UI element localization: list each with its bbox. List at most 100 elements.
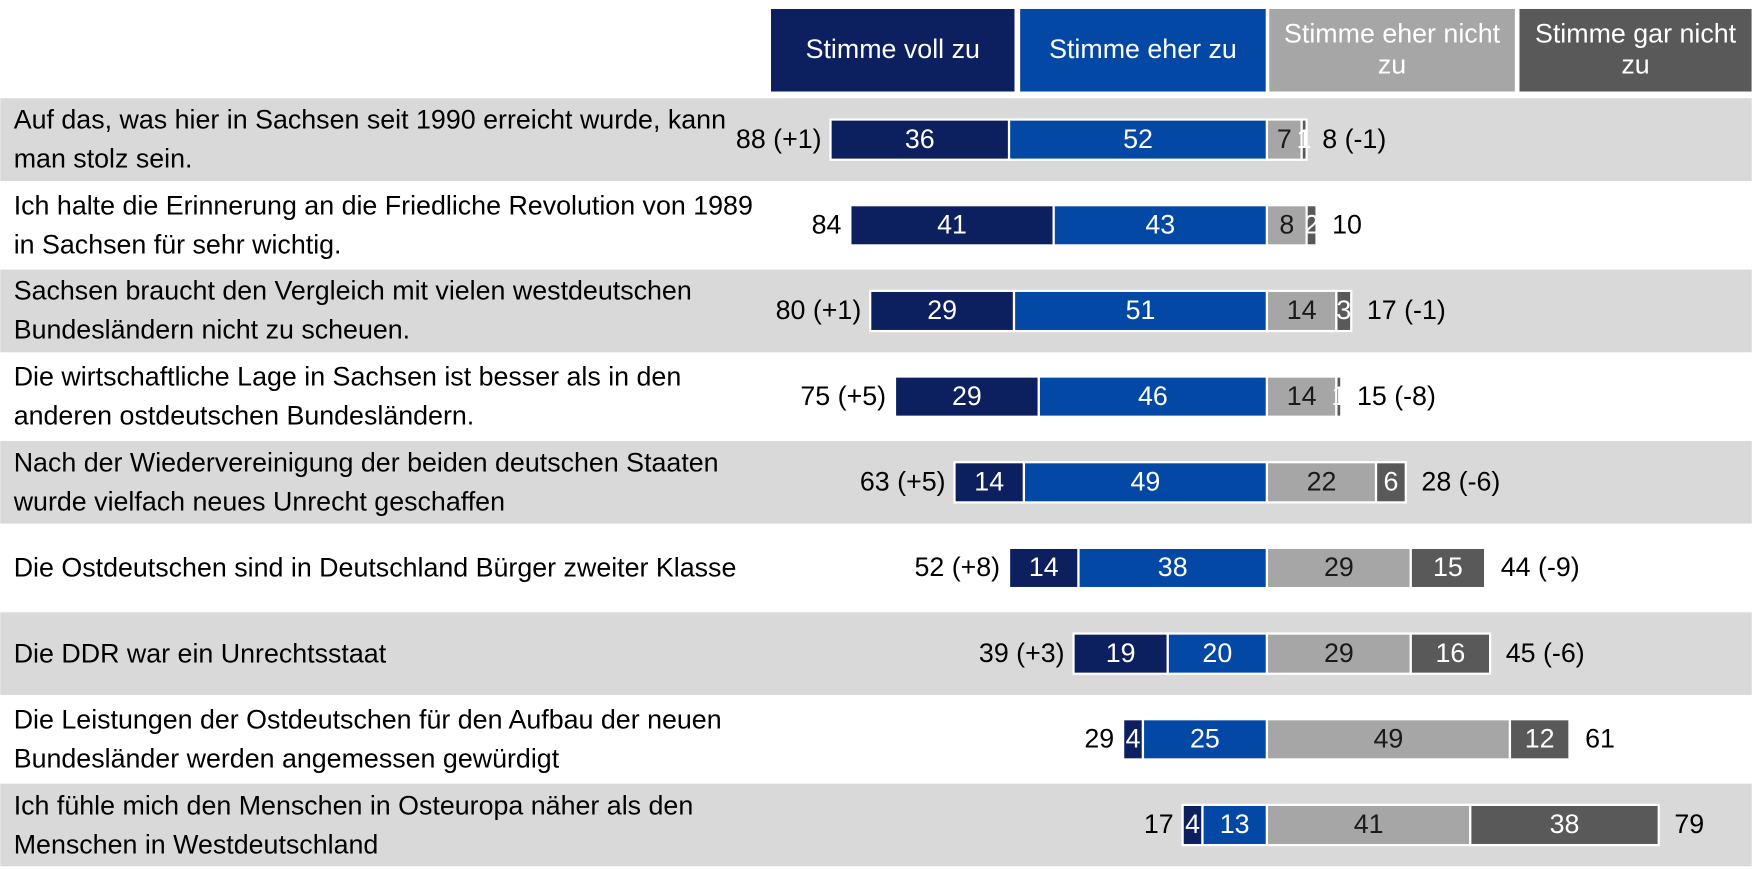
legend-header: Stimme eher nicht zu xyxy=(1269,8,1515,92)
segment-label: 22 xyxy=(1307,467,1337,497)
statement-box: Nach der Wiedervereinigung der beiden de… xyxy=(13,447,719,517)
statement-box: Sachsen braucht den Vergleich mit vielen… xyxy=(13,276,692,346)
agree-total: 29 xyxy=(1084,724,1114,754)
agree-total: 84 xyxy=(812,209,842,239)
segment-label: 13 xyxy=(1220,809,1250,839)
segment-label: 1 xyxy=(1331,381,1346,411)
statement: Auf das, was hier in Sachsen seit 1990 e… xyxy=(13,104,726,175)
statement-box: Ich fühle mich den Menschen in Osteuropa… xyxy=(13,790,694,860)
legend-header: Stimme gar nicht zu xyxy=(1519,8,1752,92)
bar-segment xyxy=(1265,375,1338,418)
statement-box: Ich halte die Erinnerung an die Friedlic… xyxy=(14,191,753,260)
legend-header-box: Stimme gar nicht zu xyxy=(1519,8,1752,92)
bar-segment xyxy=(1305,204,1318,247)
agree-total: 52 (+8) xyxy=(914,552,1000,582)
segment-label: 29 xyxy=(1324,638,1354,668)
segment-label: 16 xyxy=(1436,638,1466,668)
bar-segment xyxy=(849,204,1055,247)
disagree-total: 61 xyxy=(1585,724,1615,754)
segment-label: 43 xyxy=(1145,209,1175,239)
bar-segment xyxy=(1052,204,1269,247)
segment-label: 3 xyxy=(1336,295,1351,325)
segment-label: 4 xyxy=(1185,809,1200,839)
statement: Die Ostdeutschen sind in Deutschland Bür… xyxy=(13,552,737,584)
bar-segment xyxy=(1469,803,1660,847)
segment-label: 25 xyxy=(1190,724,1220,754)
segment-label: 38 xyxy=(1158,552,1188,582)
agree-total: 17 xyxy=(1144,809,1174,839)
disagree-total: 8 (-1) xyxy=(1322,124,1386,154)
statement-box: Die Ostdeutschen sind in Deutschland Bür… xyxy=(13,552,737,584)
disagree-total: 10 xyxy=(1332,209,1362,239)
statement-box: Auf das, was hier in Sachsen seit 1990 e… xyxy=(13,104,726,175)
bar-segment xyxy=(1166,632,1269,675)
segment-label: 6 xyxy=(1383,467,1398,497)
statement-box: Die wirtschaftliche Lage in Sachsen ist … xyxy=(13,362,682,432)
disagree-total: 17 (-1) xyxy=(1367,295,1446,325)
segment-label: 41 xyxy=(1354,809,1384,839)
disagree-total: 79 xyxy=(1674,809,1704,839)
agree-total: 39 (+3) xyxy=(979,638,1065,668)
bar-segment xyxy=(1265,803,1472,847)
segment-label: 2 xyxy=(1304,209,1319,239)
segment-label: 38 xyxy=(1550,809,1580,839)
statement: Sachsen braucht den Vergleich mit vielen… xyxy=(13,276,692,346)
legend-header-box: Stimme eher zu xyxy=(1020,8,1266,92)
disagree-total: 28 (-6) xyxy=(1421,467,1500,497)
segment-label: 14 xyxy=(1029,552,1059,582)
segment-label: 52 xyxy=(1123,124,1153,154)
segment-label: 46 xyxy=(1138,381,1168,411)
segment-label: 8 xyxy=(1279,209,1294,239)
segment-label: 36 xyxy=(905,124,935,154)
statement-box: Die Leistungen der Ostdeutschen für den … xyxy=(13,704,722,774)
bar-segment xyxy=(1508,718,1571,761)
statement: Die Leistungen der Ostdeutschen für den … xyxy=(13,704,722,774)
bar-segment xyxy=(1265,118,1303,161)
segment-label: 20 xyxy=(1202,638,1232,668)
segment-label: 1 xyxy=(1297,124,1312,154)
segment-label: 29 xyxy=(952,381,982,411)
segment-label: 49 xyxy=(1374,724,1404,754)
segment-label: 14 xyxy=(1287,381,1317,411)
segment-label: 29 xyxy=(1324,552,1354,582)
bar-segment xyxy=(1141,718,1269,761)
statement: Ich fühle mich den Menschen in Osteuropa… xyxy=(13,790,694,860)
bar-segment xyxy=(1265,718,1512,761)
segment-label: 12 xyxy=(1525,724,1555,754)
bar-segment xyxy=(1335,289,1353,333)
segment-label: 19 xyxy=(1106,638,1136,668)
bar-segment xyxy=(893,375,1040,418)
segment-label: 14 xyxy=(1287,295,1317,325)
bar-segment xyxy=(1265,461,1378,504)
bar-segment xyxy=(1037,375,1269,418)
bar-segment xyxy=(1409,546,1487,590)
segment-label: 4 xyxy=(1126,724,1141,754)
bar-segment xyxy=(1265,546,1412,590)
disagree-total: 15 (-8) xyxy=(1357,381,1436,411)
bar-segment xyxy=(829,118,1011,161)
bar-segment xyxy=(1007,118,1269,161)
legend-header-box: Stimme eher nicht zu xyxy=(1269,8,1515,92)
statement: Die DDR war ein Unrechtsstaat xyxy=(13,638,387,669)
segment-label: 29 xyxy=(927,295,957,325)
bar-segment xyxy=(1077,546,1269,590)
bar-segment xyxy=(1335,375,1343,418)
segment-label: 51 xyxy=(1126,295,1156,325)
statement: Die wirtschaftliche Lage in Sachsen ist … xyxy=(13,362,682,432)
bar-segment xyxy=(1265,632,1412,675)
segment-label: 49 xyxy=(1131,467,1161,497)
bar-segment xyxy=(1374,461,1407,504)
bar-segment xyxy=(1265,204,1308,247)
bar-segment xyxy=(1300,118,1308,161)
bar-segment xyxy=(1072,632,1169,675)
segment-label: 15 xyxy=(1433,552,1463,582)
statement: Nach der Wiedervereinigung der beiden de… xyxy=(13,447,719,517)
bar-segment xyxy=(1409,632,1492,675)
disagree-total: 45 (-6) xyxy=(1506,638,1585,668)
statement-box: Die DDR war ein Unrechtsstaat xyxy=(13,638,387,669)
agree-total: 75 (+5) xyxy=(800,381,886,411)
legend-header: Stimme voll zu xyxy=(771,8,1015,92)
segment-label: 14 xyxy=(974,467,1004,497)
